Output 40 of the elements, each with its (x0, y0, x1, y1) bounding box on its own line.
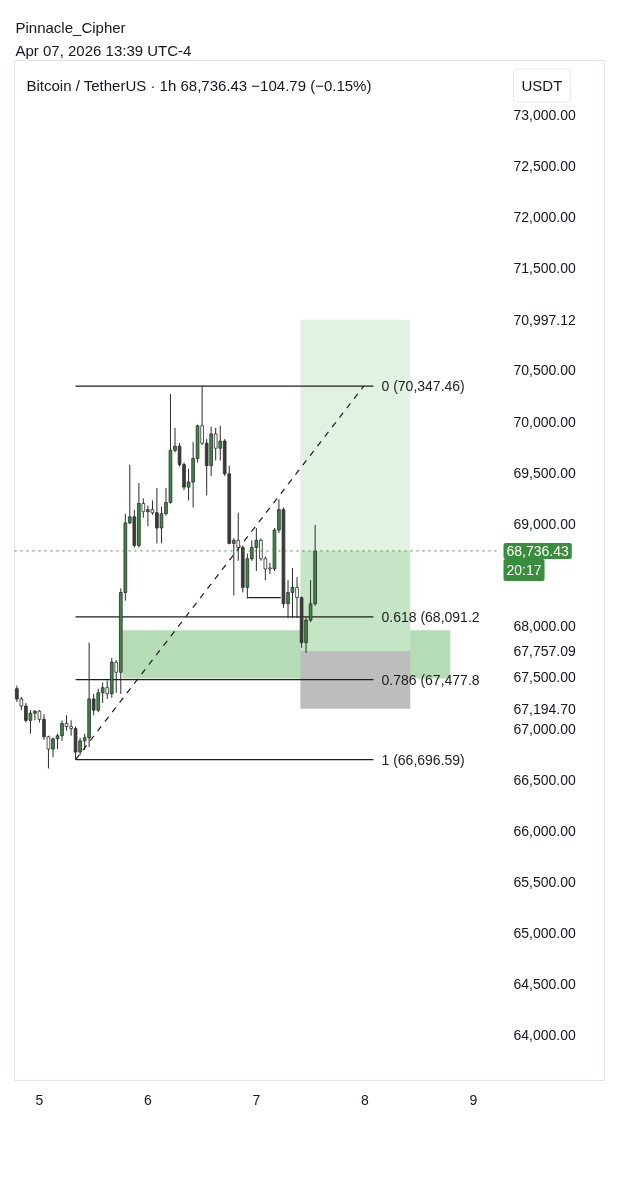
series-label: 0 (70,347.46) (381, 378, 465, 395)
y-tick-label: 67,194.70 (513, 700, 576, 717)
x-tick-label: 8 (360, 1091, 369, 1108)
text: Apr 07, 2026 13:39 UTC-4 (15, 41, 192, 59)
y-tick-label: 64,000.00 (513, 1027, 576, 1044)
x-tick-label: 9 (469, 1091, 478, 1108)
x-tick-label: 7 (252, 1091, 261, 1108)
text: Bitcoin / TetherUS · 1h 68,736.43 −104.79 (−0.15%) (26, 77, 372, 94)
y-tick-label: 73,000.00 (513, 106, 576, 123)
y-tick-label: 67,000.00 (513, 720, 576, 737)
candlestick (213, 427, 218, 462)
y-tick-label: 69,500.00 (513, 464, 576, 481)
y-tick-label: 67,757.09 (513, 643, 576, 660)
y-tick-label: 70,997.12 (513, 311, 576, 328)
x-tick-label: 6 (144, 1091, 153, 1108)
y-axis-title: USDT (521, 77, 563, 94)
y-tick-label: 68,000.00 (513, 618, 576, 635)
y-tick-label: 70,000.00 (513, 413, 576, 430)
y-tick-label: 66,500.00 (513, 771, 576, 788)
series-label: 1 (66,696.59) (381, 751, 465, 768)
candlestick (159, 506, 164, 544)
candlestick (96, 688, 101, 713)
text: Pinnacle_Cipher (15, 18, 126, 36)
y-tick-label: 72,500.00 (513, 157, 576, 174)
y-tick-label: 70,500.00 (513, 362, 576, 379)
series-label: 0.786 (67,477.8 (381, 671, 480, 688)
y-tick-label: 72,000.00 (513, 209, 576, 226)
y-tick-label: 65,000.00 (513, 925, 576, 942)
y-tick-label: 71,500.00 (513, 260, 576, 277)
y-tick-label: 66,000.00 (513, 822, 576, 839)
y-tick-label: 64,500.00 (513, 976, 576, 993)
ref-line-label: 68,736.43 20:17 (506, 542, 569, 578)
candlestick (73, 726, 78, 760)
candlestick (28, 709, 33, 735)
y-tick-label: 65,500.00 (513, 874, 576, 891)
x-tick-label: 5 (35, 1091, 44, 1108)
candlestick (290, 567, 295, 619)
y-tick-label: 69,000.00 (513, 515, 576, 532)
series-label: 0.618 (68,091.2 (381, 608, 480, 625)
y-tick-label: 67,500.00 (513, 669, 576, 686)
